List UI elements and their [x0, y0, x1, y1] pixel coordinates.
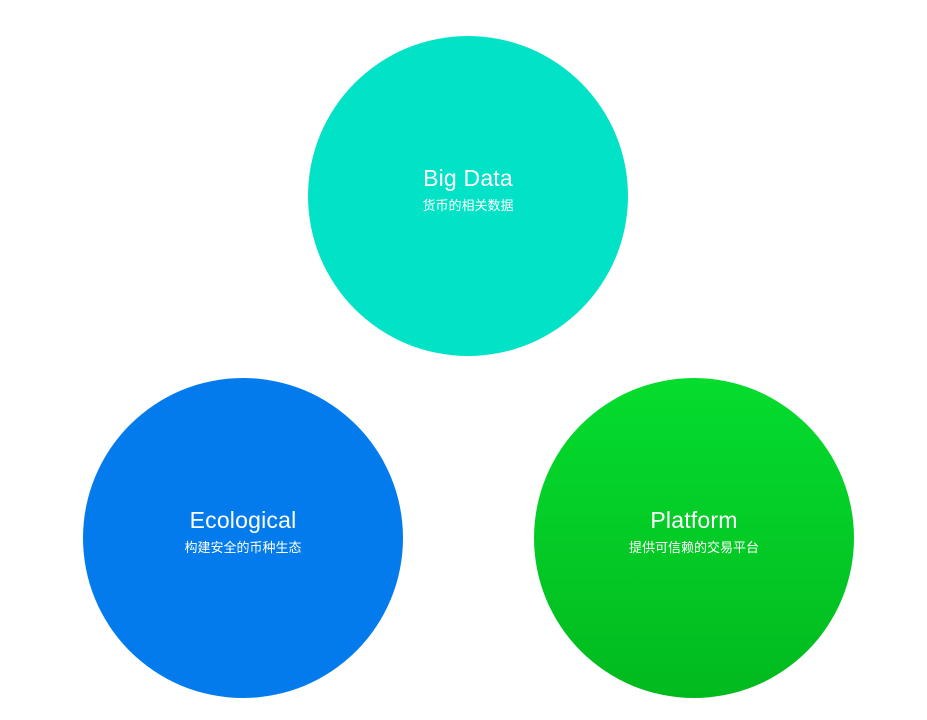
ecological-label-group: Ecological 构建安全的币种生态: [83, 506, 403, 558]
big-data-label-group: Big Data 货币的相关数据: [308, 164, 628, 216]
platform-circle: Platform 提供可信赖的交易平台: [534, 378, 854, 698]
big-data-circle: Big Data 货币的相关数据: [308, 36, 628, 356]
big-data-subtitle: 货币的相关数据: [422, 199, 514, 214]
platform-title: Platform: [650, 507, 738, 533]
ecological-circle: Ecological 构建安全的币种生态: [83, 378, 403, 698]
platform-subtitle: 提供可信赖的交易平台: [628, 541, 759, 556]
ecological-subtitle: 构建安全的币种生态: [184, 541, 302, 556]
platform-label-group: Platform 提供可信赖的交易平台: [534, 506, 854, 558]
big-data-title: Big Data: [423, 165, 513, 191]
ecological-title: Ecological: [189, 507, 297, 533]
